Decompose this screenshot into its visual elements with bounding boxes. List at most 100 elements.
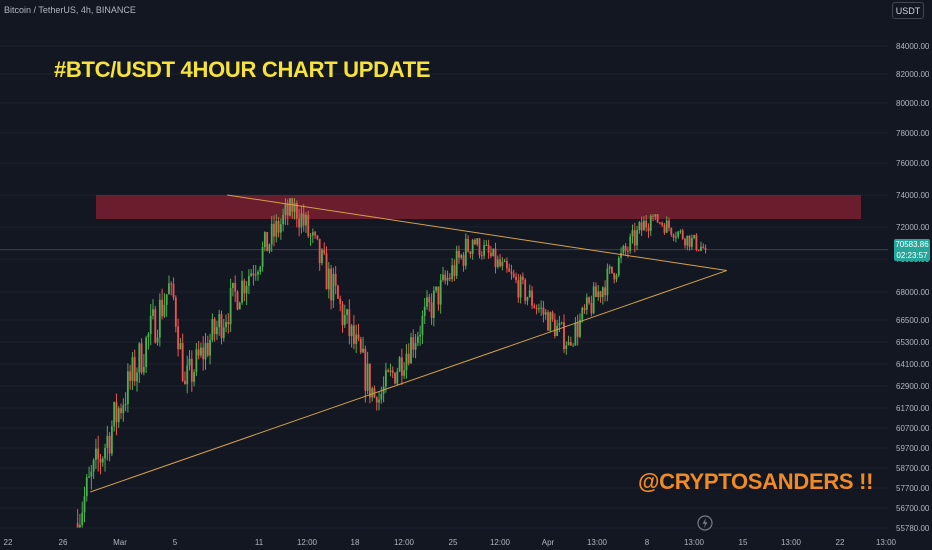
time-tick-label: 26 [59, 538, 68, 547]
candle-body [492, 248, 495, 256]
time-tick-label: Mar [113, 538, 127, 547]
candle-body [311, 232, 314, 236]
candle-body [101, 458, 104, 463]
candle-body [579, 319, 581, 337]
candle-body [241, 280, 243, 303]
candle-body [537, 308, 540, 310]
candle-body [519, 276, 522, 298]
candle-body [563, 322, 565, 350]
candle-body [592, 286, 595, 314]
candle-body [83, 496, 86, 513]
candle-body [496, 259, 499, 267]
candle-body [665, 220, 668, 233]
candle-body [487, 244, 490, 253]
candle-body [238, 302, 241, 310]
lightning-icon[interactable] [697, 515, 713, 531]
candle-body [202, 347, 205, 360]
candle-body [394, 372, 396, 384]
candle-body [298, 218, 301, 228]
candle-body [597, 291, 600, 297]
candle-body [467, 238, 470, 252]
candle-body [115, 402, 118, 423]
candle-body [85, 477, 88, 497]
candle-body [120, 408, 122, 414]
candle-body [234, 282, 237, 292]
candle-body [206, 343, 209, 356]
candle-body [211, 319, 214, 341]
candle-body [323, 249, 326, 254]
candle-body [690, 238, 693, 247]
candle-body [613, 272, 616, 280]
candle-body [341, 303, 344, 325]
candle-body [654, 214, 657, 217]
candle-body [494, 248, 497, 267]
candle-body [551, 312, 554, 320]
candle-body [149, 315, 152, 334]
chart-title: #BTC/USDT 4HOUR CHART UPDATE [54, 57, 431, 82]
candle-body [647, 227, 650, 231]
candle-body [574, 322, 577, 346]
candle-body [601, 287, 604, 298]
candle-body [560, 322, 563, 324]
time-tick-label: 13:00 [587, 538, 608, 547]
candle-body [156, 337, 159, 343]
price-tick-label: 78000.00 [896, 129, 930, 138]
candle-body [474, 239, 476, 245]
candle-body [464, 238, 467, 266]
candle-body [416, 336, 419, 344]
candle-body [170, 283, 173, 285]
candle-body [553, 319, 556, 337]
candle-body [247, 276, 250, 286]
candle-body [318, 238, 321, 264]
candle-body [444, 274, 447, 281]
candle-body [346, 309, 348, 316]
candle-body [599, 291, 602, 298]
candle-body [357, 334, 360, 339]
candle-body [138, 343, 141, 373]
candle-body [225, 322, 227, 328]
candle-body [615, 275, 618, 280]
candle-body [350, 325, 353, 337]
candle-body [222, 327, 225, 339]
candle-body [501, 261, 504, 267]
candle-body [378, 399, 380, 403]
candle-body [158, 299, 161, 338]
candle-body [92, 459, 95, 472]
candle-body [426, 297, 428, 307]
time-axis: 22 26 Mar 5 11 12:00 18 12:00 25 12:00 Apr 13:00 8 13… [4, 538, 897, 547]
candle-body [275, 220, 278, 237]
candle-body [168, 283, 170, 295]
candle-body [133, 357, 136, 382]
candle-body [633, 230, 636, 246]
candle-body [163, 304, 166, 317]
candle-body [161, 299, 164, 317]
candle-body [670, 228, 673, 235]
candle-body [165, 294, 168, 305]
time-tick-label: 8 [645, 538, 650, 547]
candle-body [279, 224, 282, 233]
candle-body [414, 343, 417, 350]
price-tick-label: 65300.00 [896, 338, 930, 347]
candle-body [585, 297, 588, 310]
candle-body [236, 291, 239, 310]
countdown-timer: 02:23:57 [896, 250, 928, 260]
candle-body [521, 276, 524, 280]
candle-body [688, 235, 691, 247]
candle-body [384, 370, 387, 387]
candle-body [583, 307, 586, 310]
candle-body [332, 273, 335, 301]
candle-body [391, 370, 394, 373]
candle-body [190, 358, 193, 382]
candle-body [681, 230, 684, 239]
candle-body [684, 238, 686, 246]
price-tick-label: 72000.00 [896, 223, 930, 232]
candle-body [446, 277, 449, 281]
currency-button[interactable]: USDT [892, 2, 924, 19]
candle-body [254, 274, 257, 276]
candle-body [122, 405, 125, 414]
candle-body [572, 345, 575, 347]
time-tick-label: 15 [739, 538, 748, 547]
candle-body [302, 213, 305, 226]
